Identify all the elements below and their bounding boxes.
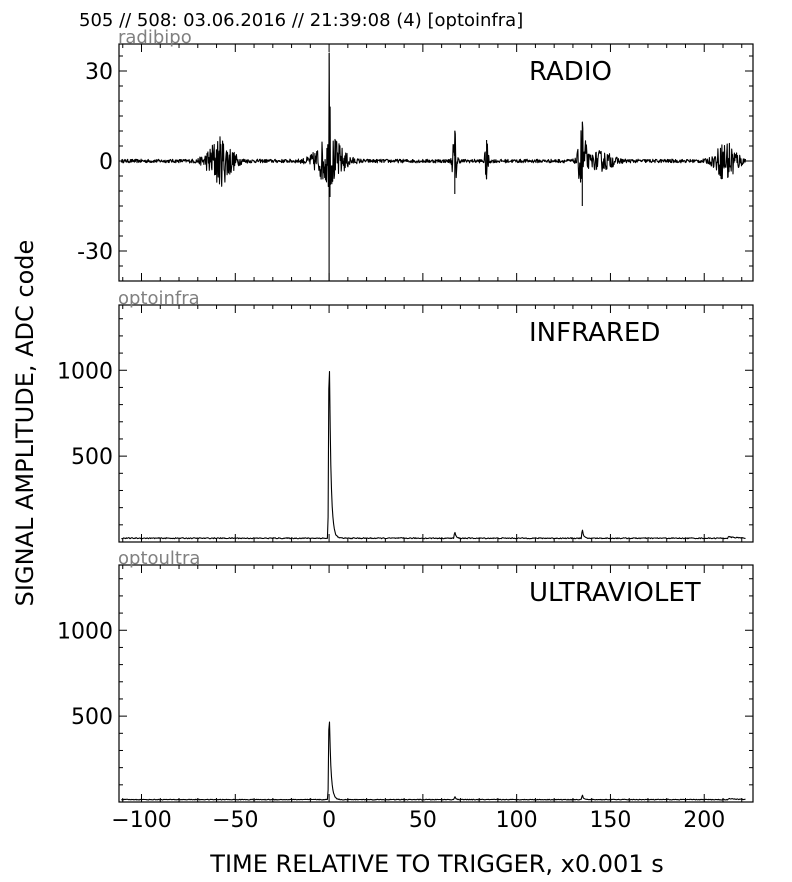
y-tick-label: 30: [85, 60, 113, 85]
x-tick-label: −50: [212, 808, 258, 833]
source-label: optoultra: [118, 548, 200, 569]
signal-trace: [120, 52, 747, 281]
signal-trace: [121, 370, 746, 540]
x-tick-label: 0: [322, 808, 336, 833]
panels: radibipoRADIO-30030optoinfraINFRARED5001…: [57, 27, 754, 833]
y-tick-label: 500: [71, 445, 113, 470]
y-tick-label: 1000: [57, 359, 113, 384]
plot-frame: [118, 564, 754, 803]
panel-title: ULTRAVIOLET: [529, 578, 701, 608]
x-tick-label: 200: [683, 808, 725, 833]
panel-title: INFRARED: [529, 318, 660, 348]
y-tick-label: 1000: [57, 619, 113, 644]
signal-trace: [121, 721, 746, 801]
chart-header: 505 // 508: 03.06.2016 // 21:39:08 (4) […: [79, 10, 523, 31]
y-tick-label: 0: [99, 150, 113, 175]
panel-radio: radibipo RADIO -30 0 30: [77, 27, 754, 282]
x-tick-label: 100: [496, 808, 538, 833]
x-tick-label: 150: [589, 808, 631, 833]
source-label: optoinfra: [118, 288, 200, 309]
plot-frame: [118, 304, 754, 543]
y-axis-label: SIGNAL AMPLITUDE, ADC code: [11, 240, 39, 607]
source-label: radibipo: [118, 27, 192, 48]
panel-ultraviolet: optoultra ULTRAVIOLET 500 1000 −100 −50 0 50 100…: [57, 548, 754, 833]
panel-title: RADIO: [529, 57, 612, 87]
y-tick-label: -30: [77, 240, 113, 265]
panel-infrared: optoinfra INFRARED 500 1000: [57, 288, 754, 543]
y-tick-label: 500: [71, 705, 113, 730]
plot-frame: [118, 43, 754, 282]
x-tick-label: −100: [111, 808, 171, 833]
x-tick-label: 50: [409, 808, 437, 833]
x-axis-label: TIME RELATIVE TO TRIGGER, x0.001 s: [209, 850, 663, 878]
